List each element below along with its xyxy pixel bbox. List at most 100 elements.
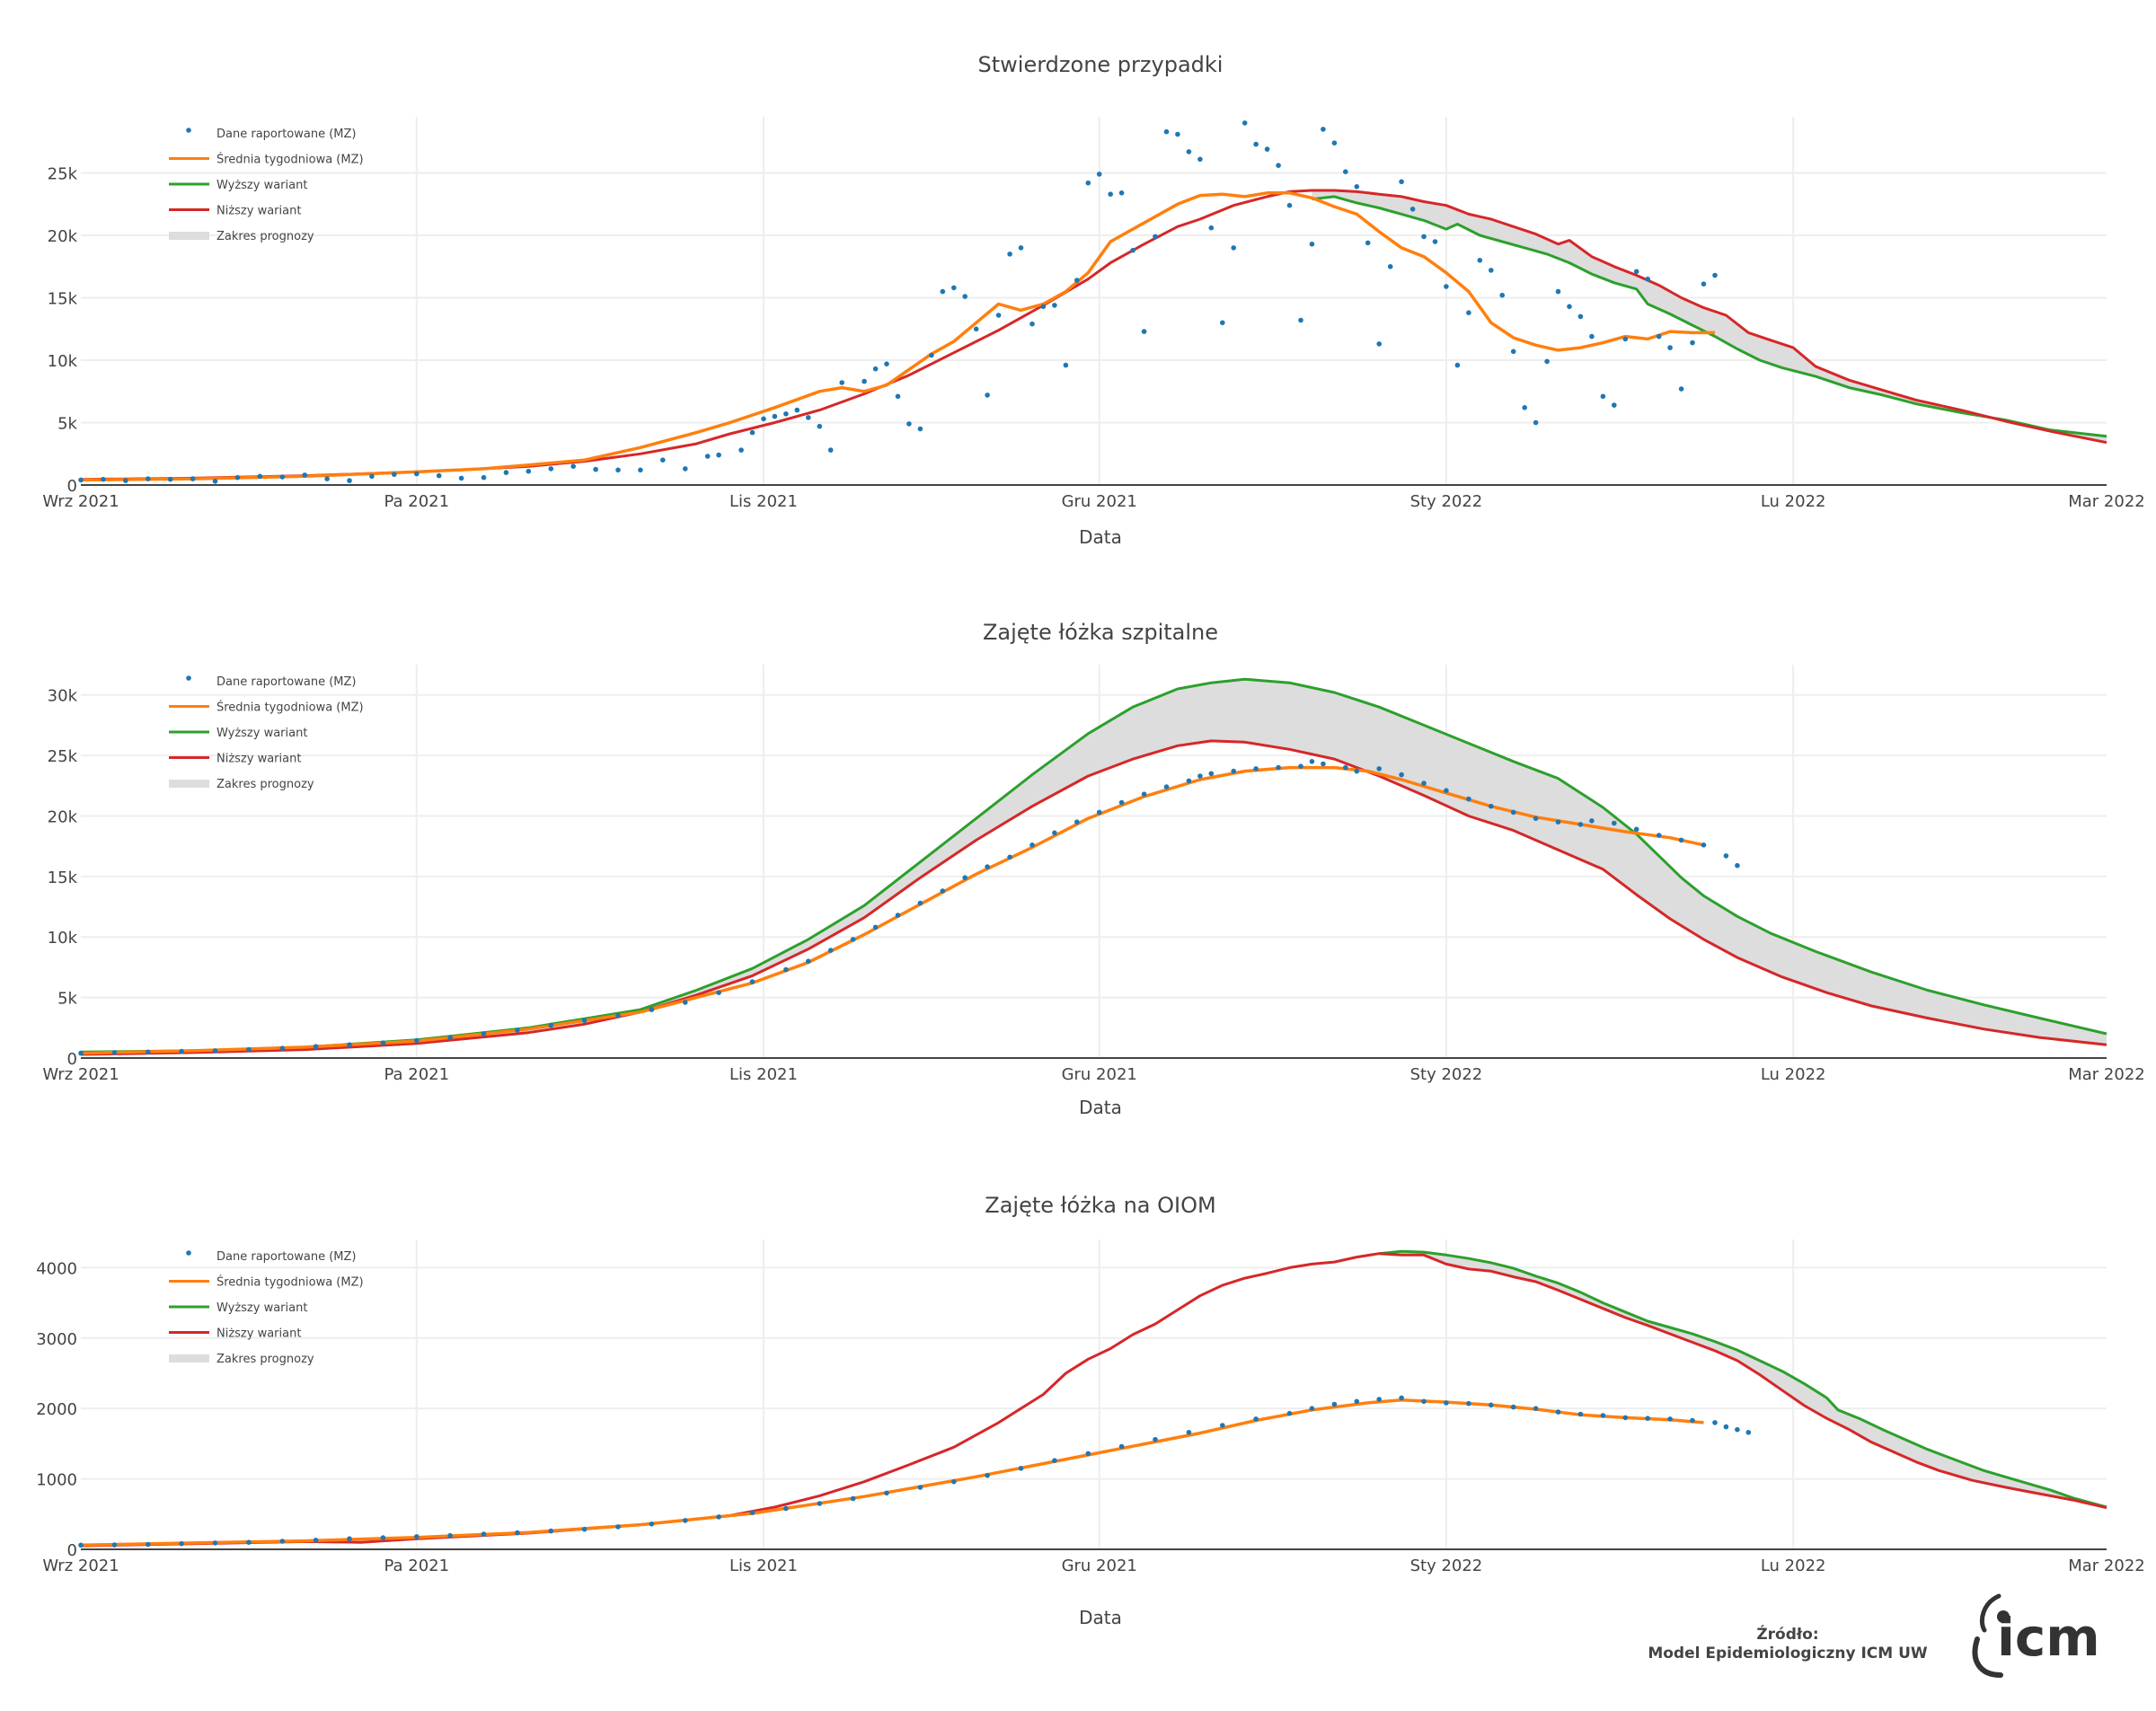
data-point: [995, 313, 1002, 318]
data-point: [1645, 276, 1650, 282]
data-point: [761, 416, 766, 422]
data-point: [1510, 348, 1516, 355]
data-point: [1197, 156, 1203, 163]
forecast-band: [81, 679, 2107, 1054]
legend: Dane raportowane (MZ) Średnia tygodniowa …: [169, 1250, 364, 1366]
data-point: [1309, 759, 1315, 764]
data-point: [683, 1000, 688, 1005]
data-point: [929, 352, 934, 358]
legend-label: Dane raportowane (MZ): [216, 675, 357, 689]
legend-label: Niższy wariant: [216, 1327, 301, 1341]
legend-label: Wyższy wariant: [216, 1301, 307, 1315]
data-point: [749, 429, 755, 436]
y-tick-label: 0: [67, 477, 77, 496]
data-point: [1577, 822, 1584, 827]
data-point: [817, 423, 823, 429]
data-point: [1253, 1416, 1259, 1422]
data-point: [1007, 854, 1012, 860]
legend-label: Zakres prognozy: [216, 778, 314, 791]
data-point: [257, 473, 263, 480]
data-point: [1544, 358, 1550, 365]
data-point: [1118, 190, 1125, 196]
data-point: [1141, 329, 1147, 334]
data-point: [324, 476, 330, 481]
data-point: [1555, 819, 1561, 825]
data-point: [1276, 764, 1281, 771]
x-tick-label: Sty 2022: [1410, 492, 1483, 511]
data-point: [1231, 245, 1236, 251]
data-point: [447, 1035, 453, 1040]
y-tick-label: 5k: [57, 990, 77, 1009]
data-point: [246, 1539, 252, 1545]
data-point: [1499, 292, 1505, 298]
series-line-weekly-avg: [80, 191, 1715, 482]
data-point: [414, 471, 420, 477]
data-point: [347, 478, 352, 483]
data-point: [1667, 1416, 1673, 1422]
y-tick-label: 2000: [36, 1400, 77, 1419]
legend-band-icon: [169, 232, 209, 240]
data-point: [1309, 1406, 1315, 1411]
data-point: [1421, 234, 1427, 240]
y-tick-label: 25k: [48, 165, 78, 184]
data-point: [1085, 180, 1091, 186]
data-point: [783, 966, 789, 973]
data-point: [1612, 402, 1617, 408]
y-tick-label: 20k: [48, 227, 78, 246]
data-point: [515, 1027, 520, 1033]
data-point: [78, 1050, 84, 1056]
data-point: [212, 1048, 218, 1054]
legend-label: Dane raportowane (MZ): [216, 1250, 357, 1264]
forecast-band: [1312, 190, 2107, 443]
data-point: [806, 958, 811, 964]
data-point: [146, 476, 151, 481]
data-point: [827, 447, 834, 453]
data-point: [347, 1042, 352, 1047]
data-point: [1444, 788, 1449, 793]
data-point: [1118, 1443, 1125, 1450]
legend-label: Niższy wariant: [216, 205, 301, 218]
forecast-band: [1379, 1251, 2107, 1508]
data-point: [1376, 766, 1382, 772]
data-point: [548, 466, 554, 472]
legend: Dane raportowane (MZ) Średnia tygodniowa …: [169, 128, 364, 243]
data-point: [1421, 1398, 1427, 1405]
data-point: [526, 468, 532, 474]
data-point: [212, 1540, 218, 1546]
data-point: [649, 1007, 655, 1012]
data-point: [850, 937, 856, 942]
data-point: [111, 1542, 118, 1548]
data-point: [951, 285, 957, 291]
data-point: [772, 413, 778, 419]
data-point: [380, 1040, 386, 1045]
data-point: [1489, 1402, 1494, 1408]
data-point: [167, 476, 173, 482]
data-point: [1633, 269, 1639, 275]
data-point: [1421, 781, 1427, 786]
legend-label: Średnia tygodniowa (MZ): [216, 153, 364, 167]
data-point: [1354, 768, 1360, 774]
data-point: [458, 475, 464, 481]
data-point: [951, 1478, 957, 1485]
data-point: [1656, 833, 1662, 838]
y-tick-label: 1000: [36, 1471, 77, 1490]
data-point: [872, 366, 879, 372]
data-point: [1723, 1424, 1729, 1430]
y-tick-label: 10k: [48, 352, 78, 371]
data-point: [146, 1541, 151, 1548]
legend-label: Zakres prognozy: [216, 1353, 314, 1366]
data-point: [581, 1526, 588, 1532]
data-point: [1309, 242, 1315, 247]
legend-label: Średnia tygodniowa (MZ): [216, 1275, 364, 1290]
data-point: [749, 1510, 755, 1515]
data-point: [78, 477, 84, 483]
icm-logo: icm: [1972, 1593, 2100, 1678]
data-point: [1466, 1400, 1471, 1407]
data-point: [548, 1528, 554, 1534]
series-line-high: [1312, 195, 2107, 438]
data-point: [895, 913, 901, 918]
data-point: [1186, 1430, 1192, 1435]
y-tick-label: 10k: [48, 929, 78, 948]
source-text: Model Epidemiologiczny ICM UW: [1648, 1645, 1928, 1662]
